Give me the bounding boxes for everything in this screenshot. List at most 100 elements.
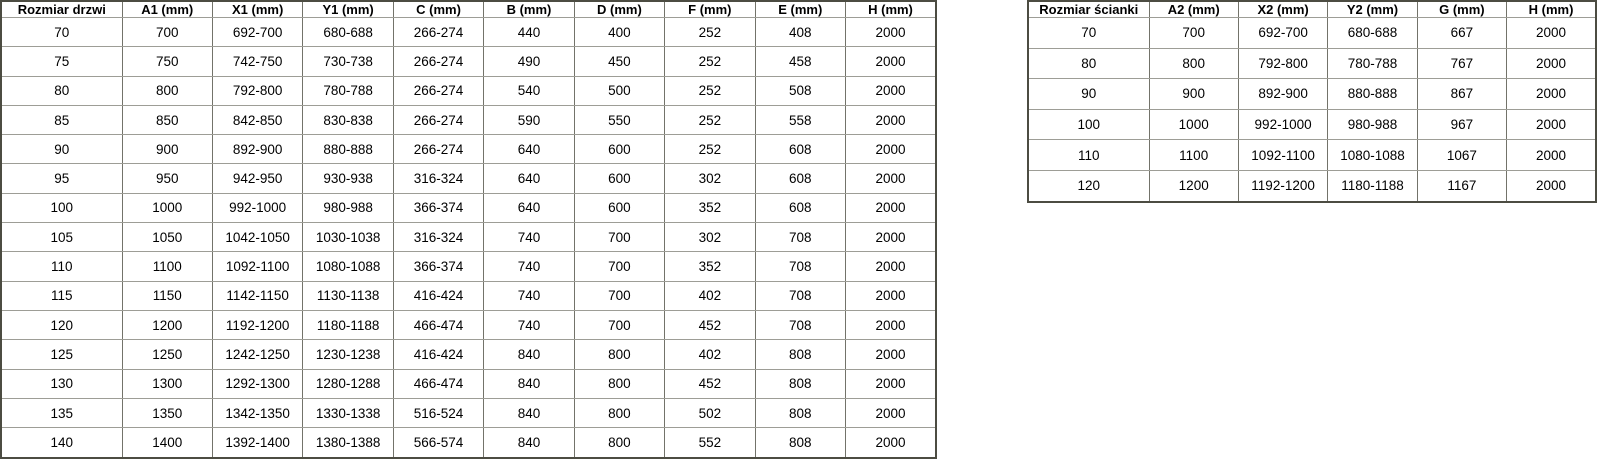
table-cell: 680-688: [1327, 17, 1418, 49]
table-row: 140 1400 1392-1400 1380-1388 566-574 840 800 55…: [0, 427, 937, 459]
table-cell: 105: [0, 222, 123, 253]
table-cell: 2000: [845, 397, 937, 429]
table-cell: 266-274: [392, 75, 485, 106]
table-cell: 1250: [121, 339, 213, 370]
table-cell: 840: [483, 368, 575, 399]
table-cell: 2000: [845, 192, 937, 224]
table-cell: 80: [1027, 47, 1150, 80]
header-cell: Y2 (mm): [1327, 0, 1418, 18]
table-row: 110 1100 1092-1100 1080-1088 366-374 740 700 35…: [0, 251, 937, 282]
table-cell: 566-574: [392, 427, 485, 459]
table-cell: 600: [573, 134, 666, 165]
table-cell: 792-800: [1237, 47, 1329, 80]
table-cell: 400: [573, 16, 666, 48]
table-cell: 100: [1027, 108, 1150, 141]
table-row: 80 800 792-800 780-788 767 2000: [1027, 47, 1597, 80]
table-cell: 780-788: [1327, 47, 1418, 80]
table-cell: 2000: [845, 104, 937, 136]
table-cell: 70: [1027, 17, 1150, 49]
table-cell: 800: [121, 75, 213, 106]
table-cell: 558: [754, 104, 847, 136]
table-cell: 640: [483, 192, 575, 224]
table-row: 135 1350 1342-1350 1330-1338 516-524 840 800 50…: [0, 397, 937, 429]
table-cell: 808: [754, 427, 847, 459]
table-row: 75 750 742-750 730-738 266-274 490 450 252 458 20…: [0, 46, 937, 77]
table-cell: 2000: [845, 251, 937, 282]
table-cell: 550: [573, 104, 666, 136]
table-cell: 2000: [845, 427, 937, 459]
table-cell: 742-750: [211, 46, 304, 77]
table-cell: 700: [573, 251, 666, 282]
header-cell: F (mm): [664, 0, 756, 18]
table-row: 100 1000 992-1000 980-988 366-374 640 600 352 60…: [0, 192, 937, 224]
table-cell: 1100: [1148, 139, 1239, 171]
table-cell: 458: [754, 46, 847, 77]
table-cell: 2000: [845, 134, 937, 165]
table-cell: 466-474: [392, 368, 485, 399]
table-cell: 402: [664, 339, 756, 370]
table-row: 90 900 892-900 880-888 867 2000: [1027, 78, 1597, 110]
table-cell: 842-850: [211, 104, 304, 136]
table-cell: 1092-1100: [1237, 139, 1329, 171]
table-cell: 608: [754, 192, 847, 224]
table-cell: 120: [1027, 169, 1150, 203]
table-cell: 120: [0, 309, 123, 341]
table-row: 120 1200 1192-1200 1180-1188 466-474 740 700 45…: [0, 309, 937, 341]
table-cell: 1300: [121, 368, 213, 399]
table-cell: 792-800: [211, 75, 304, 106]
table-cell: 490: [483, 46, 575, 77]
table-cell: 75: [0, 46, 123, 77]
table-cell: 140: [0, 427, 123, 459]
table-cell: 750: [121, 46, 213, 77]
table-cell: 252: [664, 75, 756, 106]
table-cell: 1350: [121, 397, 213, 429]
table-cell: 2000: [845, 222, 937, 253]
table-cell: 740: [483, 309, 575, 341]
header-cell: X2 (mm): [1237, 0, 1329, 18]
table-cell: 840: [483, 339, 575, 370]
table-cell: 80: [0, 75, 123, 106]
table-cell: 692-700: [211, 16, 304, 48]
table-cell: 2000: [1506, 169, 1597, 203]
table-cell: 640: [483, 134, 575, 165]
table-row: 100 1000 992-1000 980-988 967 2000: [1027, 108, 1597, 141]
table-cell: 1100: [121, 251, 213, 282]
table-cell: 1167: [1416, 169, 1508, 203]
table-cell: 316-324: [392, 163, 485, 194]
doors-table-body: 70 700 692-700 680-688 266-274 440 400 252 408 20…: [0, 16, 937, 459]
table-cell: 880-888: [1327, 78, 1418, 110]
header-cell: E (mm): [754, 0, 847, 18]
table-cell: 1392-1400: [211, 427, 304, 459]
table-cell: 1230-1238: [302, 339, 394, 370]
table-cell: 800: [1148, 47, 1239, 80]
header-cell: A1 (mm): [121, 0, 213, 18]
table-cell: 352: [664, 192, 756, 224]
table-cell: 416-424: [392, 280, 485, 311]
table-cell: 366-374: [392, 251, 485, 282]
table-cell: 1092-1100: [211, 251, 304, 282]
table-cell: 867: [1416, 78, 1508, 110]
table-cell: 252: [664, 134, 756, 165]
table-cell: 2000: [1506, 47, 1597, 80]
table-cell: 1030-1038: [302, 222, 394, 253]
header-cell: C (mm): [392, 0, 485, 18]
table-cell: 100: [0, 192, 123, 224]
table-row: 130 1300 1292-1300 1280-1288 466-474 840 800 45…: [0, 368, 937, 399]
table-cell: 70: [0, 16, 123, 48]
table-cell: 2000: [1506, 78, 1597, 110]
table-cell: 125: [0, 339, 123, 370]
table-cell: 408: [754, 16, 847, 48]
table-row: 85 850 842-850 830-838 266-274 590 550 252 558 20…: [0, 104, 937, 136]
table-cell: 440: [483, 16, 575, 48]
table-cell: 1342-1350: [211, 397, 304, 429]
table-cell: 2000: [845, 16, 937, 48]
table-cell: 708: [754, 251, 847, 282]
table-cell: 252: [664, 16, 756, 48]
table-cell: 2000: [845, 163, 937, 194]
table-cell: 135: [0, 397, 123, 429]
header-cell: X1 (mm): [211, 0, 304, 18]
table-cell: 830-838: [302, 104, 394, 136]
table-cell: 740: [483, 251, 575, 282]
table-cell: 1067: [1416, 139, 1508, 171]
table-cell: 266-274: [392, 16, 485, 48]
